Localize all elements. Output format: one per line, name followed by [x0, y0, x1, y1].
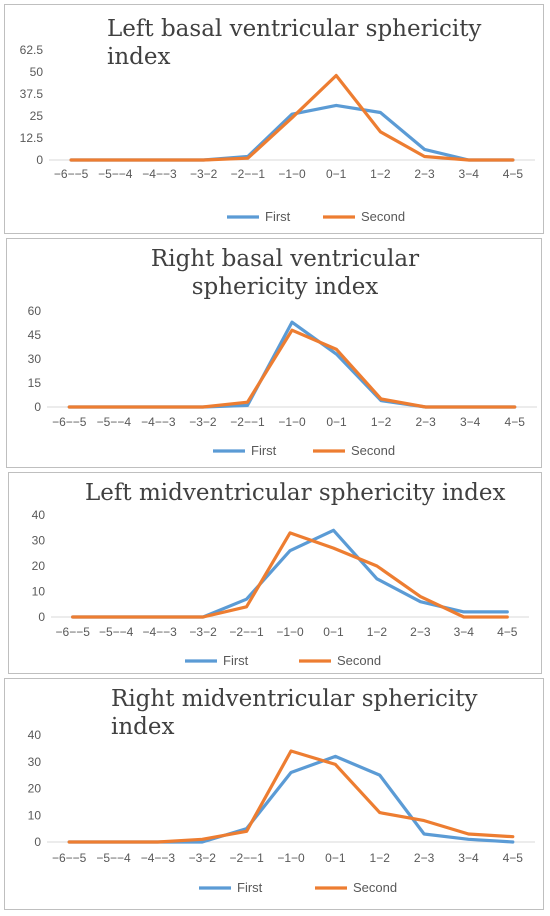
x-tick-label: 4−5	[503, 851, 524, 865]
x-tick-label: 0−1	[326, 167, 347, 181]
series-line-first	[67, 320, 517, 409]
chart-title: Right basal ventricular sphericity index	[150, 246, 420, 300]
x-tick-label: 2−3	[415, 415, 436, 429]
x-tick-label: −4−−3	[142, 625, 177, 639]
x-tick-label: 1−2	[371, 415, 392, 429]
x-tick-label: −5−−4	[99, 625, 134, 639]
y-tick-label: 40	[28, 728, 42, 742]
x-tick-label: −2−−1	[229, 851, 264, 865]
x-tick-label: −4−−3	[141, 415, 176, 429]
y-tick-label: 62.5	[20, 43, 44, 57]
y-tick-label: 50	[30, 65, 44, 79]
line-chart: 0 15 30 45 60 −6−−5 −5−−4 −4−−3 −3−2 −2−−1 −1−0 0−1…	[28, 304, 537, 458]
x-tick-label: −3−2	[189, 415, 217, 429]
chart-panel-left-basal: Left basal ventricular sphericity index …	[4, 4, 544, 234]
x-tick-label: 1−2	[370, 851, 391, 865]
x-tick-label: 2−3	[410, 625, 431, 639]
chart-title: Left basal ventricular sphericity index	[107, 16, 482, 70]
legend-label: First	[251, 443, 277, 458]
x-tick-label: 2−3	[414, 167, 435, 181]
x-tick-label: 3−4	[454, 625, 475, 639]
y-tick-label: 37.5	[20, 87, 44, 101]
x-tick-label: 4−5	[497, 625, 518, 639]
x-tick-label: −6−−5	[56, 625, 91, 639]
chart-panel-right-mid: Right midventricular sphericity index 0 1…	[4, 678, 544, 910]
x-tick-label: −4−−3	[142, 167, 177, 181]
chart-panel-left-mid: Left midventricular sphericity index 0 10…	[8, 472, 542, 674]
y-tick-label: 30	[32, 534, 46, 548]
legend-label: First	[223, 653, 249, 668]
x-tick-label: −6−−5	[52, 415, 87, 429]
series-line-second	[67, 328, 517, 409]
y-tick-label: 12.5	[20, 131, 44, 145]
legend-label: Second	[351, 443, 395, 458]
x-tick-label: 0−1	[323, 625, 344, 639]
x-tick-label: −5−−4	[98, 167, 133, 181]
x-tick-label: 0−1	[326, 415, 347, 429]
y-tick-label: 0	[34, 835, 41, 849]
chart-title: Left midventricular sphericity index	[85, 480, 506, 506]
x-tick-label: 1−2	[370, 167, 391, 181]
x-tick-label: −2−−1	[229, 625, 264, 639]
y-tick-label: 0	[38, 610, 45, 624]
legend-label: First	[265, 209, 291, 224]
line-chart: 0 12.5 25 37.5 50 62.5 −6−−5 −5−−4 −4−−3 −3−2 −2−−…	[20, 43, 535, 224]
x-tick-label: −1−0	[278, 167, 306, 181]
x-tick-label: −2−−1	[231, 167, 266, 181]
series-line-first	[67, 754, 515, 844]
x-tick-label: −6−−5	[52, 851, 87, 865]
x-tick-label: −1−0	[278, 415, 306, 429]
x-tick-label: −6−−5	[54, 167, 89, 181]
x-tick-label: −4−−3	[141, 851, 176, 865]
series-line-second	[67, 749, 515, 844]
y-tick-label: 30	[28, 755, 42, 769]
x-tick-label: −1−0	[276, 625, 304, 639]
y-tick-label: 20	[28, 782, 42, 796]
x-tick-label: −3−2	[189, 625, 217, 639]
x-tick-label: −2−−1	[230, 415, 265, 429]
legend-label: Second	[361, 209, 405, 224]
y-tick-label: 20	[32, 559, 46, 573]
y-tick-label: 60	[28, 304, 42, 318]
legend-label: Second	[353, 880, 397, 895]
legend-label: First	[237, 880, 263, 895]
y-tick-label: 45	[28, 328, 42, 342]
line-chart: 0 10 20 30 40 −6−−5 −5−−4 −4−−3 −3−2 −2−−1 −1−0 0−1…	[28, 728, 535, 895]
x-tick-label: 3−4	[459, 167, 480, 181]
x-tick-label: 0−1	[325, 851, 346, 865]
y-tick-label: 10	[28, 808, 42, 822]
x-tick-label: −5−−4	[96, 851, 131, 865]
x-tick-label: 2−3	[414, 851, 435, 865]
legend-label: Second	[337, 653, 381, 668]
series-line-first	[69, 103, 515, 162]
y-tick-label: 40	[32, 508, 46, 522]
y-tick-label: 10	[32, 585, 46, 599]
x-tick-label: −3−2	[189, 851, 217, 865]
y-tick-label: 0	[36, 153, 43, 167]
y-tick-label: 0	[34, 400, 41, 414]
x-tick-label: 4−5	[503, 167, 524, 181]
chart-panel-right-basal: Right basal ventricular sphericity index…	[6, 238, 542, 468]
x-tick-label: −1−0	[277, 851, 305, 865]
x-tick-label: −5−−4	[97, 415, 132, 429]
chart-title: Right midventricular sphericity index	[111, 686, 478, 740]
series-line-second	[71, 531, 509, 619]
y-tick-label: 15	[28, 376, 42, 390]
y-tick-label: 25	[30, 109, 44, 123]
x-tick-label: −3−2	[190, 167, 218, 181]
x-tick-label: 3−4	[458, 851, 479, 865]
series-line-first	[71, 528, 509, 619]
line-chart: 0 10 20 30 40 −6−−5 −5−−4 −4−−3 −3−2 −2−−1 −1−0 0−1…	[32, 508, 529, 668]
y-tick-label: 30	[28, 352, 42, 366]
series-line-second	[69, 73, 515, 162]
x-tick-label: 1−2	[367, 625, 388, 639]
x-tick-label: 3−4	[460, 415, 481, 429]
x-tick-label: 4−5	[505, 415, 526, 429]
